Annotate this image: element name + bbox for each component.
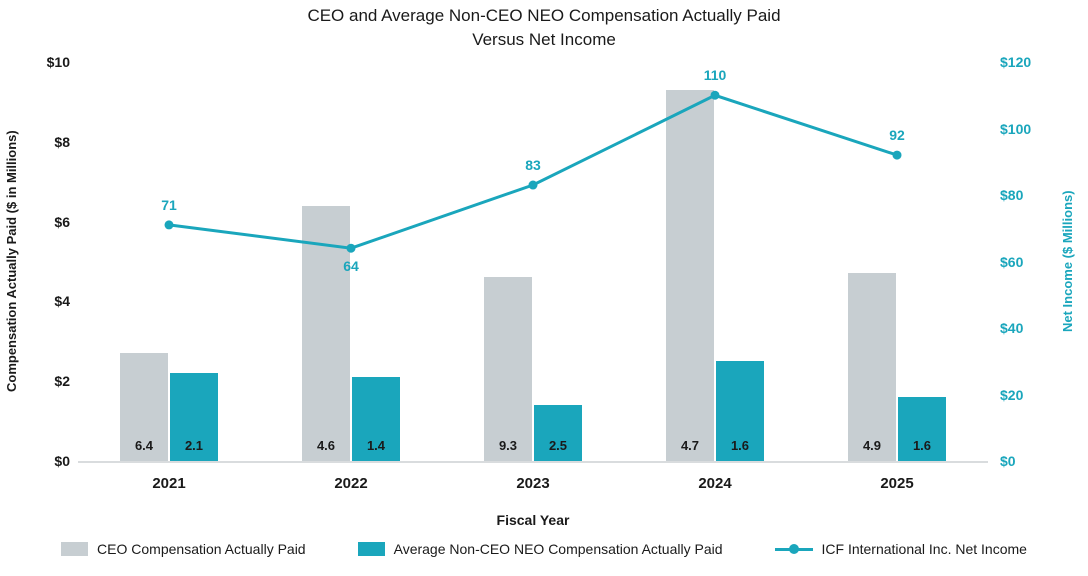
bar-data-label: 9.3 <box>498 438 518 453</box>
net-income-line-layer <box>164 90 902 253</box>
right-axis-tick: $100 <box>1000 120 1032 137</box>
plot-area: 6.4 2.1 4.6 1.4 9.3 2.5 4.7 1.6 4.9 1.6 71 64 83 110 9… <box>78 62 988 463</box>
legend-bar-swatch-icon <box>357 542 385 556</box>
ceo-cap-bar <box>666 90 714 461</box>
legend-line-swatch-icon <box>774 543 813 556</box>
ceo-cap-bar <box>120 353 168 461</box>
net-income-point-label: 110 <box>703 67 727 83</box>
chart-title: CEO and Average Non-CEO NEO Compensation… <box>0 4 1088 52</box>
right-axis-tick: $40 <box>1000 320 1024 336</box>
bar-data-label: 4.9 <box>862 438 882 453</box>
net-income-point <box>710 90 720 100</box>
bar-data-label: 2.1 <box>184 438 204 453</box>
net-income-point <box>164 220 174 230</box>
chart-title-line2: Versus Net Income <box>472 30 616 49</box>
net-income-point-label: 92 <box>889 127 905 143</box>
legend-bar-swatch-icon <box>61 542 89 556</box>
net-income-point-label: 71 <box>161 197 177 213</box>
legend-item: ICF International Inc. Net Income <box>774 541 1027 557</box>
neo-cap-bar <box>716 361 764 461</box>
net-income-point-label: 64 <box>343 258 359 274</box>
right-axis-title: Net Income ($ Millions) <box>1060 190 1075 333</box>
legend-label: CEO Compensation Actually Paid <box>97 541 306 557</box>
bar-data-label: 6.4 <box>134 438 154 453</box>
neo-cap-bar <box>898 397 946 461</box>
ceo-cap-bar <box>484 277 532 461</box>
right-axis-tick: $0 <box>1000 453 1016 469</box>
neo-cap-bar <box>170 373 218 461</box>
right-axis-tick: $60 <box>1000 253 1024 270</box>
left-axis-title: Compensation Actually Paid ($ in Million… <box>4 130 19 393</box>
bar-data-label: 1.6 <box>912 438 932 453</box>
x-axis-tick: 2022 <box>334 475 368 492</box>
legend-label: Average Non-CEO NEO Compensation Actuall… <box>393 541 723 557</box>
bar-data-label: 4.7 <box>680 438 700 453</box>
x-axis-title: Fiscal Year <box>496 512 570 528</box>
legend-line-dot-icon <box>788 543 799 554</box>
x-axis-tick: 2021 <box>152 475 186 492</box>
right-axis-tick: $80 <box>1000 187 1024 203</box>
left-axis-tick: $8 <box>54 133 70 150</box>
legend: CEO Compensation Actually Paid Average No… <box>0 541 1088 557</box>
legend-label: ICF International Inc. Net Income <box>821 541 1027 557</box>
right-axis-tick: $20 <box>1000 386 1024 403</box>
net-income-point-label: 83 <box>525 157 541 173</box>
x-axis-tick: 2023 <box>516 475 550 492</box>
chart-title-line1: CEO and Average Non-CEO NEO Compensation… <box>307 6 781 25</box>
bar-data-label: 4.6 <box>316 438 336 453</box>
neo-cap-bar <box>352 377 400 461</box>
left-axis-tick: $6 <box>54 213 70 230</box>
bar-data-label: 1.4 <box>366 438 386 453</box>
net-income-point <box>346 243 356 253</box>
ceo-cap-bar <box>848 273 896 461</box>
legend-item: CEO Compensation Actually Paid <box>61 541 306 557</box>
legend-item: Average Non-CEO NEO Compensation Actuall… <box>357 541 723 557</box>
x-axis-tick: 2024 <box>698 475 732 492</box>
left-axis-tick: $4 <box>54 293 70 310</box>
bar-data-label: 1.6 <box>730 438 750 453</box>
bar-data-label: 2.5 <box>548 438 568 453</box>
left-axis-tick: $0 <box>54 453 70 469</box>
neo-cap-bar <box>534 405 582 461</box>
right-axis-tick: $120 <box>1000 54 1032 70</box>
x-axis-tick: 2025 <box>880 475 914 492</box>
left-axis-tick: $2 <box>54 373 70 390</box>
left-axis-tick: $10 <box>46 54 70 70</box>
net-income-point <box>528 180 538 190</box>
net-income-point <box>892 150 902 160</box>
